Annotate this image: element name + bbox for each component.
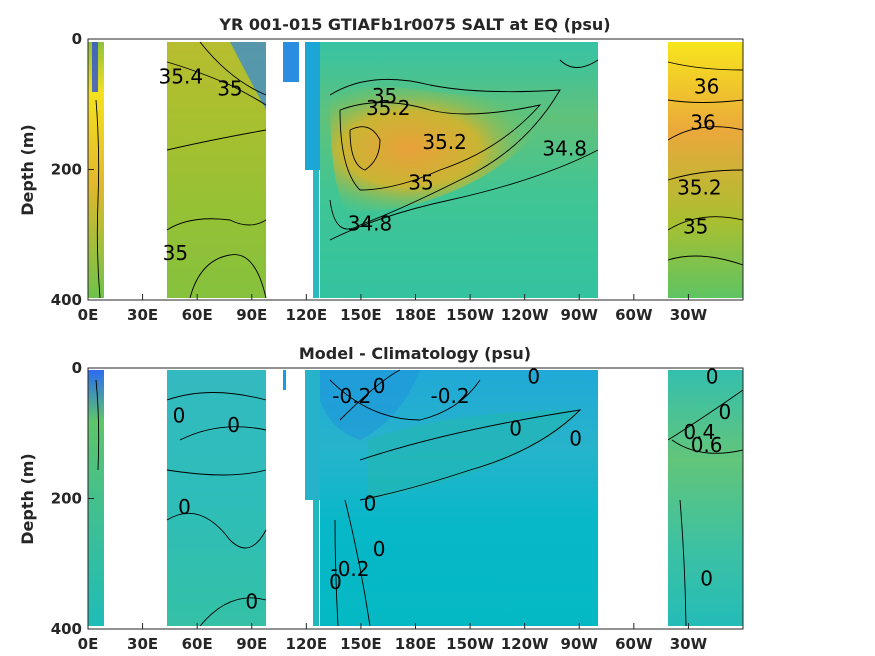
y-tick-label: 0: [72, 30, 82, 48]
field-subsurface-max: [330, 86, 560, 212]
contour-label: 35: [372, 84, 397, 108]
difference-field: [88, 370, 743, 626]
contour-label: 35: [683, 215, 708, 239]
contour-label: 35: [217, 76, 242, 100]
field-indian-ocean: [167, 370, 266, 626]
field-zero-band: [368, 410, 580, 500]
x-tick-label: 150W: [446, 306, 494, 324]
contour-label: 35: [163, 241, 188, 265]
contour-label: -0.2: [431, 384, 470, 408]
x-tick-label: 150E: [340, 635, 382, 653]
x-tick-label: 120W: [501, 306, 549, 324]
field-indian-ocean: [167, 42, 266, 298]
contour-lines: [95, 369, 744, 627]
y-ticks: 0 200 400: [51, 30, 94, 309]
contour-label: 0: [364, 492, 377, 516]
x-tick-label: 0E: [78, 306, 99, 324]
x-ticks: 0E 30E 60E 90E 120E 150E 180E 150W 120W 90W 60W 30W: [78, 294, 708, 324]
x-tick-label: 120E: [286, 306, 328, 324]
contour-label: 0: [527, 364, 540, 388]
contour-label: 0.4: [683, 420, 715, 444]
x-tick-label: 60E: [182, 306, 213, 324]
y-tick-label: 200: [51, 490, 82, 508]
chart-title: YR 001-015 GTIAFb1r0075 SALT at EQ (psu): [218, 15, 610, 34]
field-maritime-strip-c: [313, 170, 319, 298]
x-tick-label: 0E: [78, 635, 99, 653]
x-tick-label: 30E: [127, 635, 158, 653]
x-tick-label: 180E: [395, 306, 437, 324]
field-west-africa: [88, 370, 104, 626]
x-tick-label: 30W: [670, 635, 708, 653]
x-tick-label: 150W: [446, 635, 494, 653]
contour-label: 35: [408, 170, 433, 194]
contour-label: 0: [373, 374, 386, 398]
y-tick-label: 200: [51, 161, 82, 179]
contour-label: 36: [690, 110, 715, 134]
contour-label: 0: [329, 570, 342, 594]
field-west-africa: [88, 42, 104, 298]
contour-label: 35.2: [422, 130, 467, 154]
chart-title: Model - Climatology (psu): [299, 344, 531, 363]
contour-label: 34.8: [542, 136, 587, 160]
y-axis-label: Depth (m): [18, 453, 37, 545]
contour-label: 0: [245, 589, 258, 613]
y-tick-label: 0: [72, 359, 82, 377]
field-negative-anomaly: [320, 370, 420, 440]
contour-label: 0: [718, 400, 731, 424]
contour-label: 0: [509, 416, 522, 440]
contour-label: -0.2: [330, 557, 369, 581]
y-ticks: 0 200 400: [51, 359, 94, 638]
x-tick-label: 60W: [615, 635, 653, 653]
field-fresh-pool: [230, 42, 266, 110]
contour-label: 35.2: [677, 176, 722, 200]
x-tick-label: 180E: [395, 635, 437, 653]
panel-top: YR 001-015 GTIAFb1r0075 SALT at EQ (psu)…: [18, 15, 744, 324]
x-tick-label: 30W: [670, 306, 708, 324]
field-maritime-strip-b: [305, 370, 320, 500]
contour-label: 34.8: [348, 211, 393, 235]
contour-label: 35.2: [366, 96, 411, 120]
contour-label: 0: [178, 495, 191, 519]
x-tick-label: 90W: [561, 635, 599, 653]
x-tick-label: 90W: [561, 306, 599, 324]
field-maritime-strip-c: [313, 500, 319, 626]
contour-label: 0: [700, 567, 713, 591]
contour-label: 0: [173, 403, 186, 427]
field-maritime-strip-a: [283, 42, 299, 82]
field-atlantic: [668, 370, 743, 626]
x-tick-label: 150E: [340, 306, 382, 324]
contour-label: 0: [706, 364, 719, 388]
x-ticks: 0E 30E 60E 90E 120E 150E 180E 150W 120W 90W 60W 30W: [78, 623, 708, 653]
x-tick-label: 30E: [127, 306, 158, 324]
y-tick-label: 400: [51, 291, 82, 309]
x-tick-label: 120E: [286, 635, 328, 653]
y-axis-label: Depth (m): [18, 124, 37, 216]
x-tick-label: 60W: [615, 306, 653, 324]
contour-label: 35.4: [159, 65, 204, 89]
x-tick-label: 90E: [236, 635, 267, 653]
field-maritime-strip-a: [283, 370, 286, 390]
x-tick-label: 120W: [501, 635, 549, 653]
contour-label: 36: [694, 74, 719, 98]
contour-label: 0.6: [691, 433, 723, 457]
contour-label: 0: [569, 426, 582, 450]
contour-label: -0.2: [332, 384, 371, 408]
x-tick-label: 90E: [236, 306, 267, 324]
y-tick-label: 400: [51, 620, 82, 638]
field-low-salinity-core: [92, 42, 98, 92]
contour-label: 0: [227, 413, 240, 437]
field-maritime-strip-b: [305, 42, 320, 170]
panel-bottom: Model - Climatology (psu) Depth (m): [18, 344, 744, 653]
contour-label: 0: [373, 537, 386, 561]
contour-lines: [95, 41, 744, 299]
x-tick-label: 60E: [182, 635, 213, 653]
